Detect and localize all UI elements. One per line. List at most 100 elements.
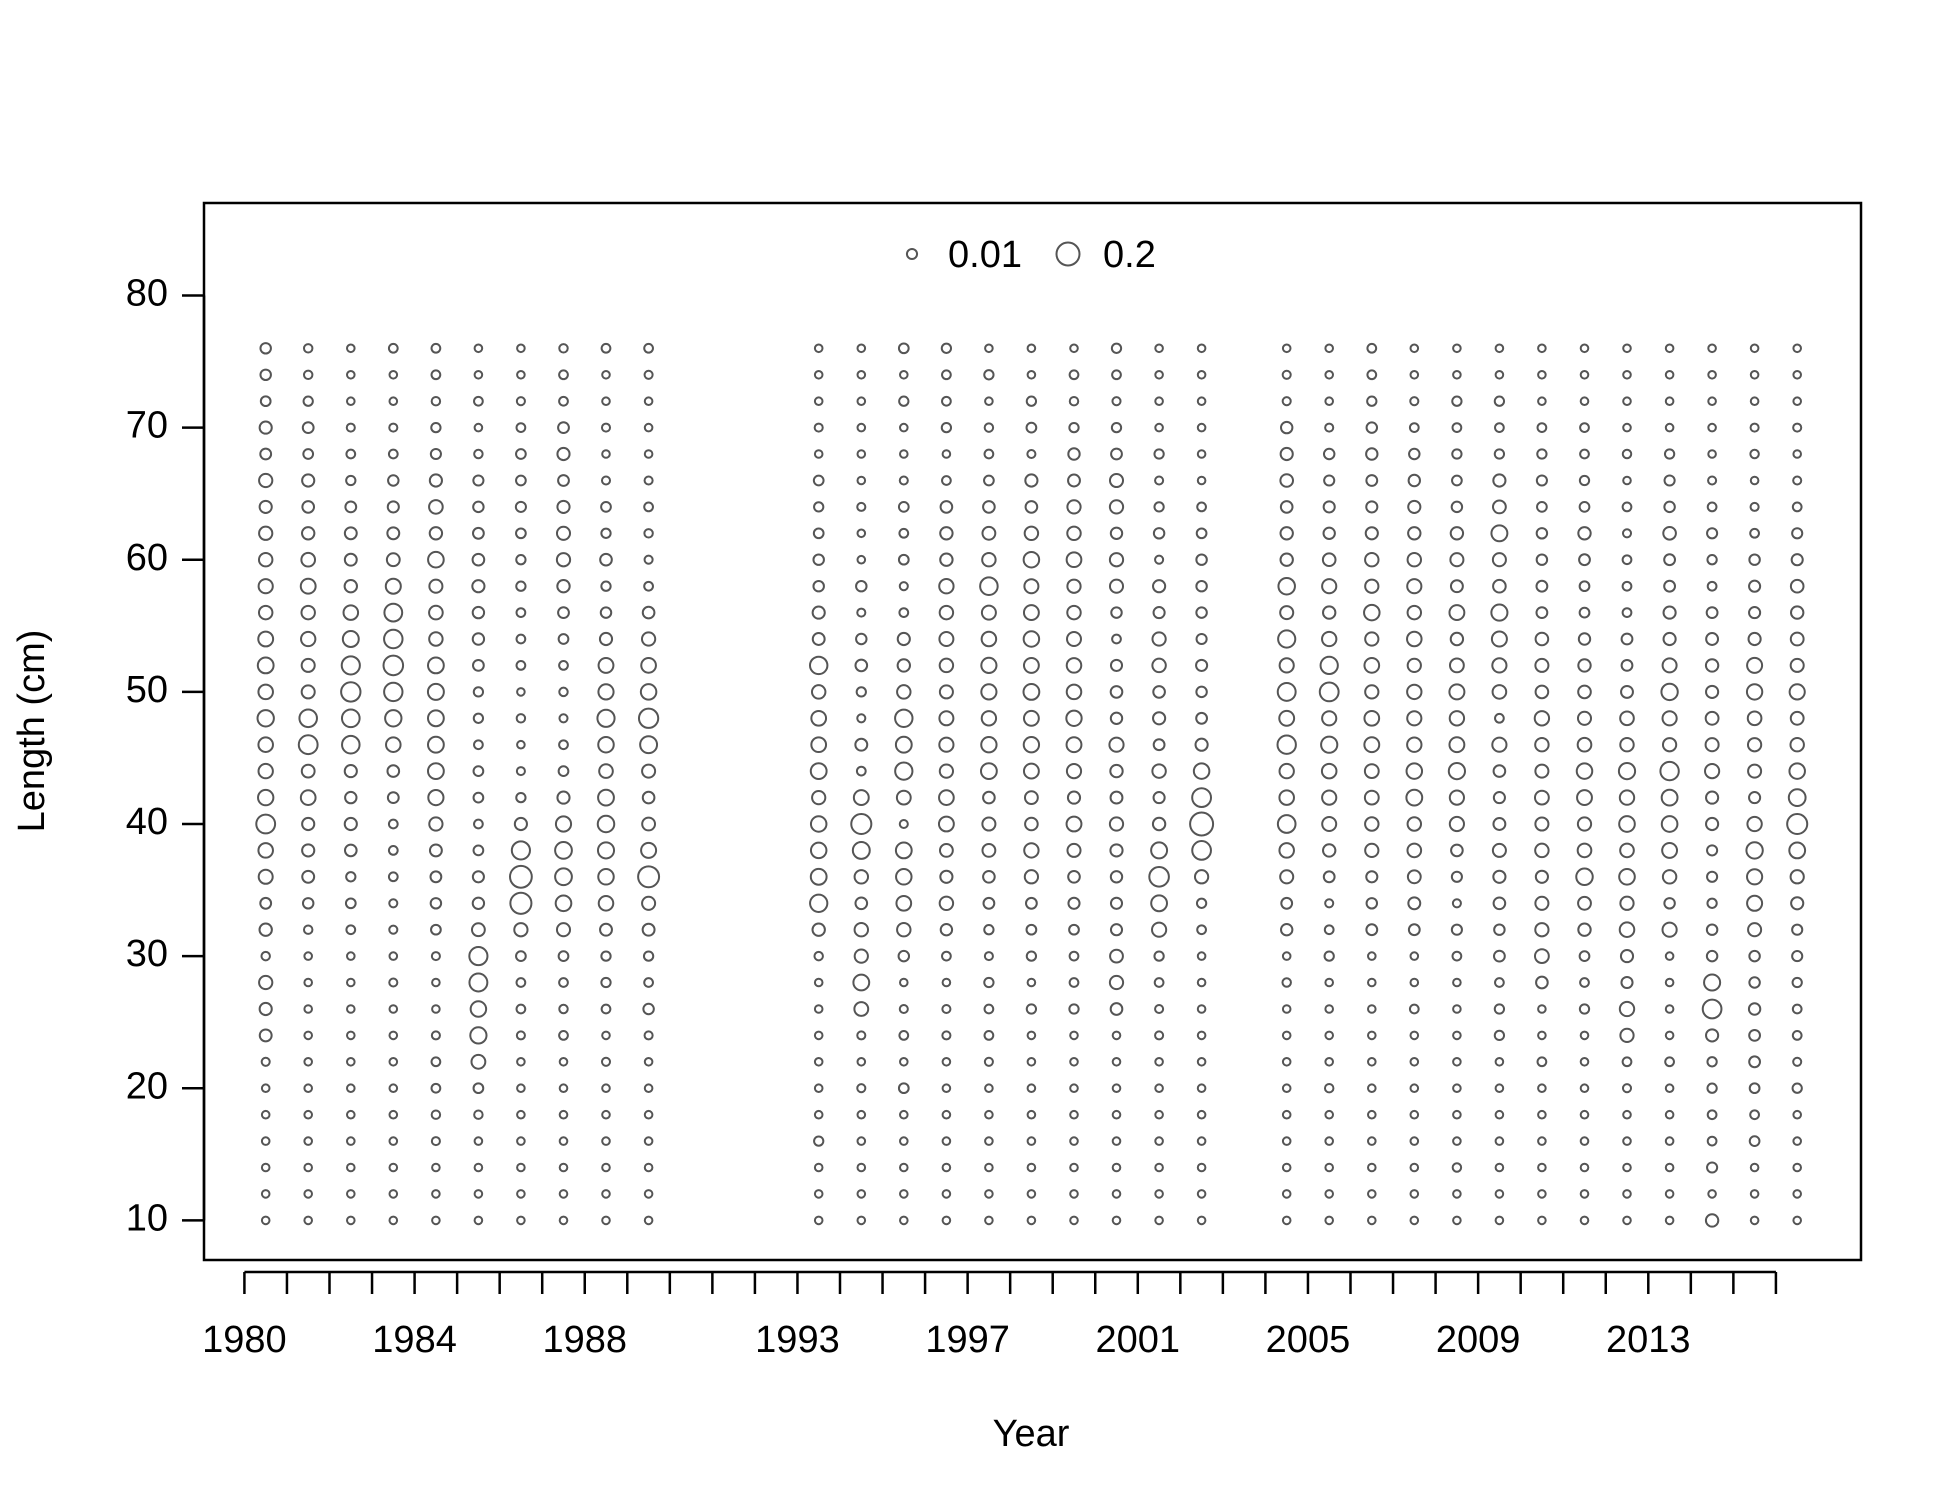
bubble-point — [1579, 1109, 1590, 1120]
bubble-point — [1535, 527, 1549, 540]
bubble-point — [557, 633, 570, 645]
bubble-point — [850, 812, 873, 836]
bubble-point — [1281, 951, 1292, 961]
bubble-point — [1367, 1136, 1377, 1146]
bubble-point — [1277, 576, 1296, 596]
bubble-point — [1790, 896, 1805, 911]
bubble-point — [1701, 998, 1723, 1020]
bubble-point — [853, 921, 870, 938]
bubble-point — [1494, 343, 1505, 354]
bubble-point — [558, 1057, 569, 1067]
bubble-point — [643, 475, 654, 486]
bubble-point — [1706, 1135, 1718, 1147]
bubble-point — [1705, 923, 1719, 936]
bubble-point — [300, 604, 316, 621]
bubble-point — [1575, 762, 1594, 780]
bubble-point — [813, 1109, 824, 1120]
bubble-point — [1749, 422, 1760, 433]
bubble-point — [897, 342, 910, 355]
bubble-point — [1281, 396, 1292, 407]
bubble-point — [983, 422, 995, 433]
bubble-point — [1065, 551, 1083, 569]
bubble-point — [341, 630, 360, 648]
bubble-point — [1449, 552, 1465, 568]
bubble-point — [1153, 977, 1165, 988]
bubble-point — [1109, 1002, 1124, 1016]
bubble-point — [856, 1215, 867, 1226]
bubble-point — [1748, 1029, 1761, 1042]
bubble-point — [1535, 606, 1549, 619]
bubble-point — [555, 525, 572, 541]
bubble-point — [1196, 1057, 1207, 1067]
bubble-point — [938, 789, 955, 806]
bubble-point — [300, 763, 316, 779]
bubble-point — [597, 788, 615, 807]
bubble-point — [387, 474, 400, 487]
bubble-point — [513, 816, 528, 832]
bubble-point — [1622, 370, 1632, 380]
bubble-point — [429, 870, 443, 884]
bubble-point — [1492, 473, 1507, 488]
bubble-point — [471, 870, 485, 884]
bubble-point — [1025, 896, 1038, 910]
bubble-point — [1367, 1004, 1377, 1014]
bubble-point — [1367, 1162, 1377, 1173]
bubble-point — [1023, 578, 1040, 595]
bubble-point — [516, 1215, 526, 1226]
bubble-point — [473, 1215, 484, 1226]
bubble-point — [1068, 421, 1080, 434]
bubble-point — [1664, 422, 1675, 433]
bubble-point — [260, 1215, 271, 1226]
bubble-point — [1111, 1189, 1122, 1199]
bubble-point — [1661, 921, 1678, 938]
bubble-point — [1451, 448, 1463, 460]
bubble-point — [1322, 605, 1337, 620]
bubble-point — [981, 842, 997, 858]
bubble-point — [1792, 475, 1803, 486]
bubble-point — [1622, 1136, 1632, 1146]
bubble-point — [1154, 1136, 1164, 1146]
bubble-point — [1619, 895, 1635, 911]
bubble-point — [1409, 1136, 1420, 1146]
bubble-point — [1407, 923, 1421, 937]
bubble-point — [1707, 343, 1717, 354]
bubble-point — [260, 1056, 271, 1067]
bubble-point — [1452, 1030, 1462, 1041]
bubble-point — [473, 1189, 484, 1199]
bubble-point — [516, 1109, 526, 1120]
bubble-point — [1191, 787, 1213, 809]
bubble-point — [388, 1189, 399, 1199]
bubble-point — [941, 1057, 952, 1067]
y-tick-label: 10 — [126, 1197, 168, 1239]
bubble-point — [345, 448, 357, 460]
bubble-point — [301, 500, 316, 514]
bubble-point — [1789, 657, 1805, 673]
bubble-point — [344, 500, 358, 514]
bubble-point — [1069, 1136, 1079, 1146]
bubble-point — [472, 712, 485, 724]
bubble-point — [1792, 396, 1802, 406]
bubble-point — [1409, 1162, 1420, 1173]
bubble-point — [260, 1136, 271, 1146]
bubble-point — [1451, 1162, 1463, 1173]
bubble-point — [1663, 448, 1676, 460]
bubble-point — [641, 790, 656, 805]
bubble-point — [386, 791, 400, 804]
bubble-point — [852, 789, 870, 807]
bubble-point — [1706, 527, 1719, 540]
bubble-point — [1492, 791, 1506, 805]
bubble-point — [1792, 1189, 1802, 1199]
bubble-point — [812, 474, 825, 487]
bubble-point — [473, 1136, 484, 1146]
bubble-point — [1490, 603, 1509, 622]
bubble-point — [302, 369, 314, 381]
bubble-point — [259, 896, 273, 910]
bubble-point — [1618, 867, 1636, 886]
bubble-point — [1621, 1056, 1633, 1068]
bubble-point — [340, 708, 361, 729]
bubble-point — [899, 1189, 909, 1199]
bubble-point — [1195, 579, 1208, 593]
bubble-point — [856, 343, 867, 354]
bubble-point — [1494, 1189, 1505, 1199]
bubble-point — [897, 553, 910, 566]
